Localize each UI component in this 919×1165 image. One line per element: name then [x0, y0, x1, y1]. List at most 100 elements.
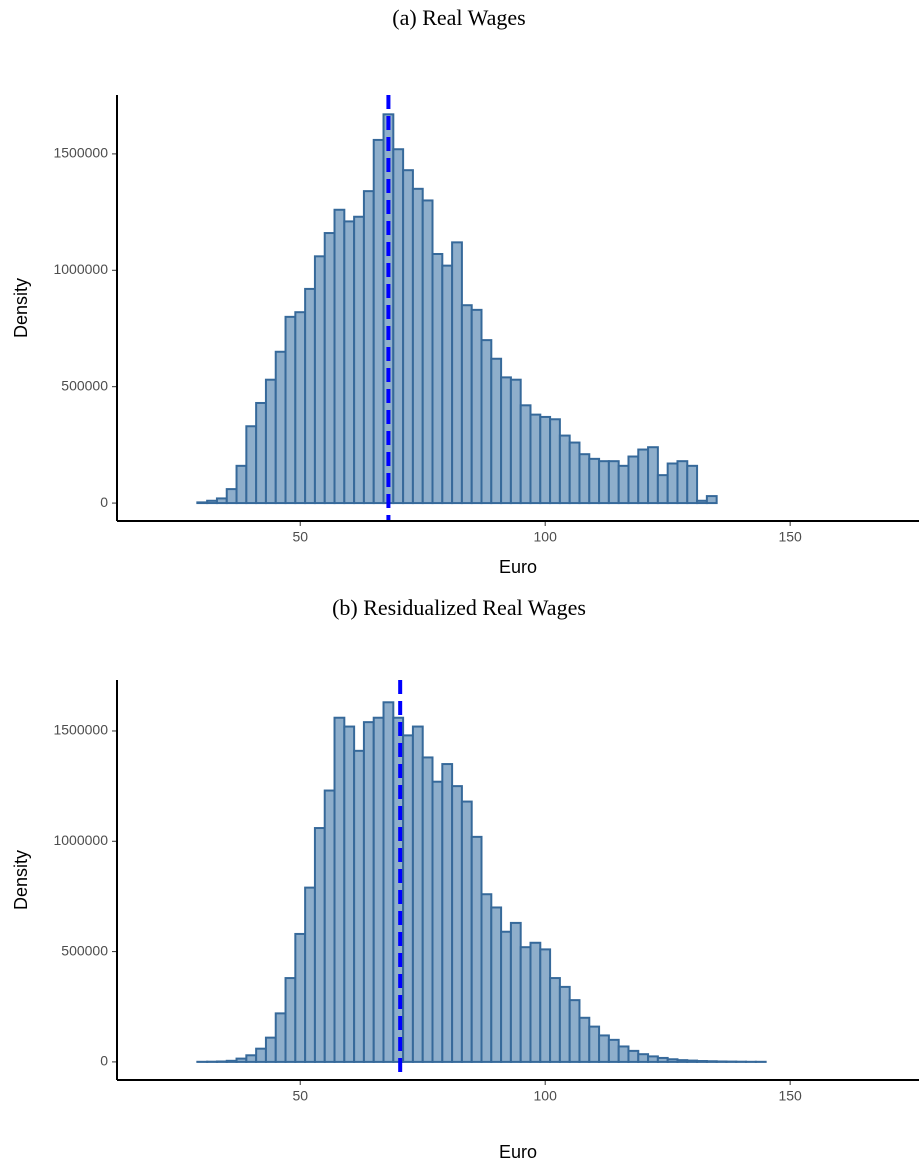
histogram-bar — [284, 315, 297, 505]
histogram-bar — [431, 780, 444, 1063]
histogram-bar — [441, 763, 454, 1063]
histogram-bar — [225, 488, 238, 505]
y-tick-label: 1000000 — [53, 832, 108, 848]
histogram-bar — [647, 446, 659, 505]
histogram-bar — [206, 499, 218, 505]
histogram-bar — [617, 1045, 630, 1063]
histogram-bar — [539, 948, 552, 1063]
histogram-bar — [509, 378, 522, 505]
histogram-bar — [705, 1060, 718, 1063]
x-tick-label: 100 — [534, 529, 558, 545]
histogram-bar — [470, 835, 483, 1063]
histogram-bar — [402, 169, 414, 505]
histogram-bar — [225, 1059, 238, 1063]
histogram-bar — [235, 1057, 248, 1063]
histogram-bar — [196, 501, 209, 505]
y-tick-label: 1500000 — [53, 145, 108, 161]
histogram-bar — [460, 304, 473, 505]
histogram-bar — [255, 401, 267, 505]
y-tick-label: 1500000 — [53, 722, 108, 738]
histogram-bar — [607, 460, 620, 505]
histogram-bar — [451, 785, 463, 1063]
histogram-bar — [627, 1049, 640, 1063]
histogram-bar — [284, 977, 297, 1063]
histogram-bar — [666, 1058, 679, 1063]
histogram-bar — [519, 946, 532, 1063]
histogram-bar — [549, 977, 561, 1063]
histogram-bar — [647, 1055, 659, 1063]
histogram-bar — [568, 441, 581, 505]
histogram-bar — [411, 187, 424, 505]
histogram-bar — [696, 499, 708, 505]
histogram-bar — [509, 921, 522, 1063]
histogram-bar — [529, 941, 542, 1063]
histogram-bar — [656, 474, 669, 505]
histogram-bar — [637, 1053, 650, 1063]
histogram-bar — [480, 339, 493, 505]
y-tick-label: 500000 — [61, 377, 108, 393]
histogram-bar — [353, 749, 365, 1063]
histogram-bar — [411, 725, 424, 1063]
histogram-bar — [558, 985, 571, 1063]
histogram-bar — [313, 255, 326, 505]
chart-title: (a) Real Wages — [392, 5, 525, 30]
histogram-bar — [255, 1047, 267, 1063]
histogram-bar — [362, 721, 375, 1063]
histogram-bar — [598, 1034, 610, 1063]
x-axis-label: Euro — [499, 1142, 537, 1162]
histogram-bar — [607, 1038, 620, 1063]
histogram-bar — [343, 725, 356, 1063]
y-tick-label: 1000000 — [53, 261, 108, 277]
histogram-bar — [382, 701, 395, 1063]
x-tick-label: 50 — [292, 529, 308, 545]
histogram-bar — [578, 1016, 591, 1063]
histogram-bar — [402, 734, 414, 1063]
histogram-bar — [500, 930, 512, 1063]
histogram-bar — [656, 1056, 669, 1063]
histogram-bar — [588, 1025, 601, 1063]
histogram-bar — [431, 252, 444, 505]
histogram-bar — [274, 1012, 287, 1063]
histogram-bar — [294, 311, 307, 505]
x-tick-label: 100 — [534, 1088, 558, 1104]
histogram-bar — [313, 827, 326, 1063]
histogram-bar — [598, 460, 610, 505]
y-tick-label: 0 — [100, 494, 108, 510]
histogram-bar — [274, 350, 287, 505]
histogram-bar — [529, 413, 542, 505]
histogram-bar — [470, 308, 483, 505]
histogram-bar — [705, 495, 718, 505]
x-axis-label: Euro — [499, 557, 537, 577]
histogram-bar — [235, 464, 248, 505]
x-tick-label: 150 — [778, 529, 802, 545]
y-axis-label: Density — [11, 278, 31, 338]
histogram-bar — [421, 199, 434, 505]
histogram-bar — [441, 264, 454, 505]
histogram-bar — [549, 418, 561, 505]
histogram-bar — [215, 497, 228, 505]
chart-title: (b) Residualized Real Wages — [332, 595, 586, 620]
histogram-bar — [617, 464, 630, 505]
histogram-bar — [490, 357, 503, 505]
y-tick-label: 0 — [100, 1053, 108, 1069]
histogram-bar — [558, 434, 571, 505]
histogram-bar — [686, 1059, 699, 1063]
x-tick-label: 150 — [778, 1088, 802, 1104]
histogram-bar — [323, 232, 336, 505]
histogram-bar — [372, 138, 385, 505]
y-tick-label: 500000 — [61, 942, 108, 958]
histogram-bar — [333, 716, 346, 1063]
histogram-bar — [323, 789, 336, 1063]
histogram-bar — [696, 1060, 708, 1063]
histogram-bar — [264, 378, 277, 505]
x-tick-label: 50 — [292, 1088, 308, 1104]
histogram-bar — [372, 716, 385, 1063]
histogram-bar — [304, 886, 316, 1063]
histogram-bar — [588, 457, 601, 505]
histogram-bar — [245, 1054, 258, 1063]
histogram-bar — [676, 1059, 689, 1063]
histogram-bar — [343, 220, 356, 505]
histogram-bar — [294, 932, 307, 1063]
